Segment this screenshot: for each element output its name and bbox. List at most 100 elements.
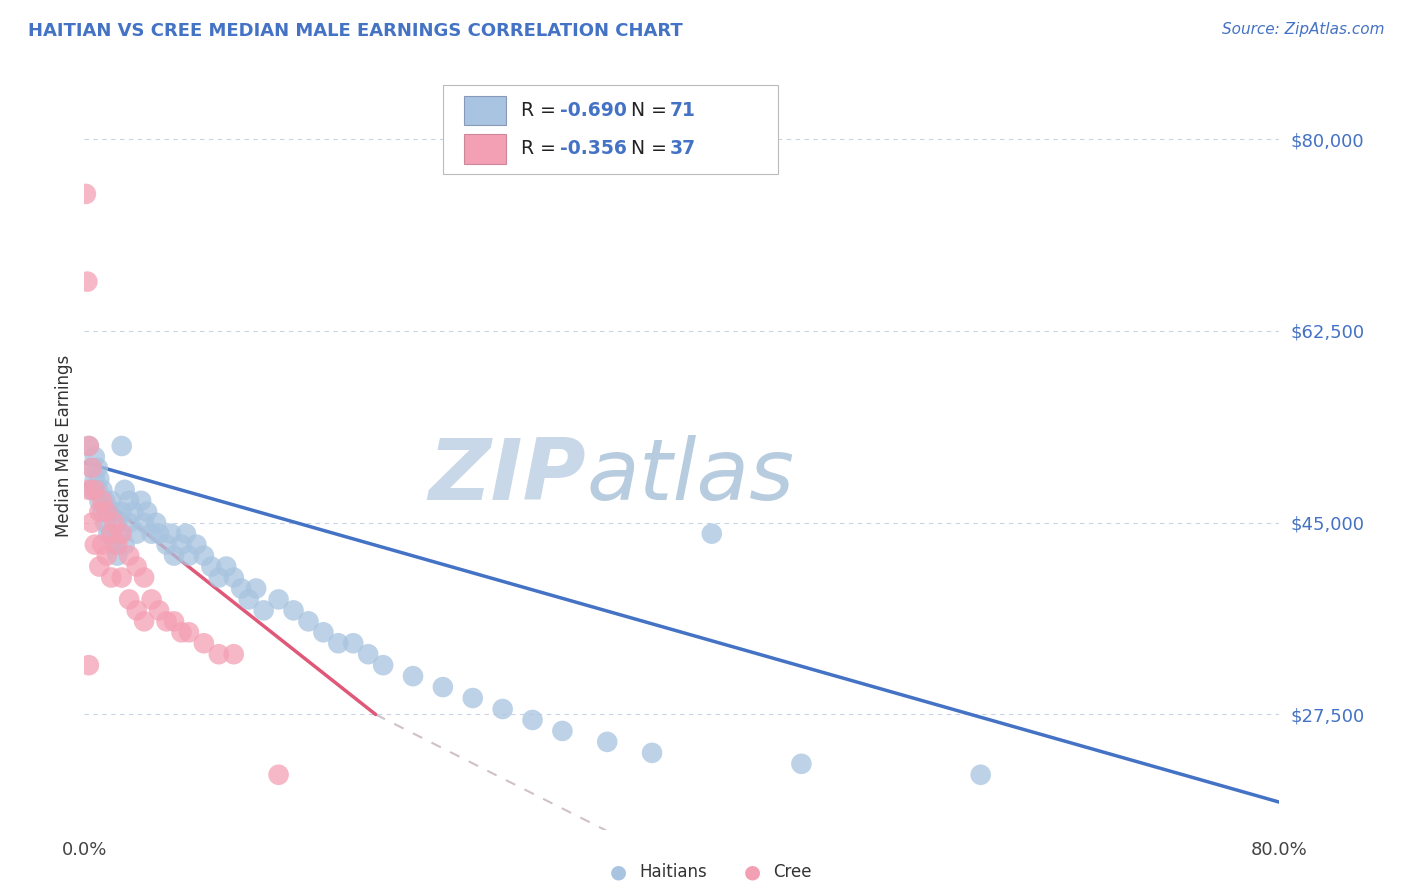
Point: [231, 582, 253, 596]
Point: [91, 505, 114, 519]
Y-axis label: Median Male Earnings: Median Male Earnings: [55, 355, 73, 537]
Point: [125, 559, 148, 574]
Point: [87, 461, 110, 475]
Point: [96, 505, 118, 519]
Text: ●: ●: [744, 863, 761, 882]
Point: [970, 768, 993, 782]
Point: [105, 549, 128, 563]
Point: [91, 538, 114, 552]
Text: atlas: atlas: [586, 435, 794, 518]
Point: [163, 615, 186, 629]
Point: [238, 592, 260, 607]
Point: [118, 592, 141, 607]
Point: [80, 461, 103, 475]
Point: [94, 516, 117, 530]
Point: [77, 439, 100, 453]
Point: [177, 549, 200, 563]
Point: [148, 526, 170, 541]
Point: [551, 723, 574, 738]
Point: [155, 538, 177, 552]
Point: [83, 538, 105, 552]
Text: ZIP: ZIP: [429, 435, 586, 518]
Point: [215, 559, 238, 574]
Point: [75, 186, 97, 201]
Point: [77, 439, 100, 453]
Point: [432, 680, 454, 694]
Point: [174, 526, 197, 541]
Point: [100, 526, 122, 541]
Point: [245, 582, 267, 596]
Point: [80, 483, 103, 497]
Point: [89, 559, 111, 574]
Point: [111, 526, 134, 541]
Point: [77, 658, 100, 673]
Point: [596, 735, 619, 749]
Point: [91, 483, 114, 497]
Point: [111, 570, 134, 584]
Point: [148, 603, 170, 617]
Point: [105, 538, 128, 552]
Point: [267, 768, 290, 782]
Point: [132, 615, 156, 629]
Point: [170, 538, 193, 552]
Point: [87, 483, 110, 497]
Point: [312, 625, 335, 640]
Point: [80, 516, 103, 530]
Point: [91, 493, 114, 508]
Point: [105, 516, 128, 530]
Point: [492, 702, 515, 716]
Point: [790, 756, 813, 771]
Text: N =: N =: [630, 139, 672, 159]
Point: [193, 549, 215, 563]
Point: [111, 505, 134, 519]
Point: [253, 603, 276, 617]
Point: [186, 538, 208, 552]
Point: [111, 439, 134, 453]
Text: 71: 71: [671, 101, 696, 120]
Point: [402, 669, 425, 683]
Point: [136, 505, 159, 519]
Point: [129, 493, 152, 508]
Point: [145, 516, 167, 530]
Point: [700, 526, 723, 541]
Point: [103, 516, 125, 530]
Point: [132, 516, 156, 530]
Text: R =: R =: [520, 101, 561, 120]
Text: HAITIAN VS CREE MEDIAN MALE EARNINGS CORRELATION CHART: HAITIAN VS CREE MEDIAN MALE EARNINGS COR…: [28, 22, 683, 40]
Text: N =: N =: [630, 101, 672, 120]
Point: [118, 493, 141, 508]
Point: [193, 636, 215, 650]
Point: [83, 450, 105, 464]
Point: [222, 570, 245, 584]
Point: [96, 549, 118, 563]
Point: [125, 603, 148, 617]
Point: [83, 483, 105, 497]
Point: [328, 636, 350, 650]
Text: Source: ZipAtlas.com: Source: ZipAtlas.com: [1222, 22, 1385, 37]
Point: [103, 538, 125, 552]
Point: [80, 461, 103, 475]
Point: [155, 615, 177, 629]
Text: 37: 37: [671, 139, 696, 159]
Point: [283, 603, 305, 617]
Point: [141, 526, 163, 541]
Point: [125, 526, 148, 541]
Text: -0.356: -0.356: [560, 139, 627, 159]
Text: Haitians: Haitians: [640, 863, 707, 881]
Point: [461, 691, 484, 706]
Point: [89, 505, 111, 519]
Point: [94, 493, 117, 508]
Point: [100, 526, 122, 541]
Text: Cree: Cree: [773, 863, 811, 881]
Point: [177, 625, 200, 640]
Point: [208, 570, 231, 584]
Point: [100, 493, 122, 508]
Point: [114, 483, 136, 497]
Point: [77, 483, 100, 497]
Point: [222, 647, 245, 661]
FancyBboxPatch shape: [443, 86, 778, 174]
Point: [118, 516, 141, 530]
Point: [103, 505, 125, 519]
Point: [357, 647, 380, 661]
Point: [641, 746, 664, 760]
